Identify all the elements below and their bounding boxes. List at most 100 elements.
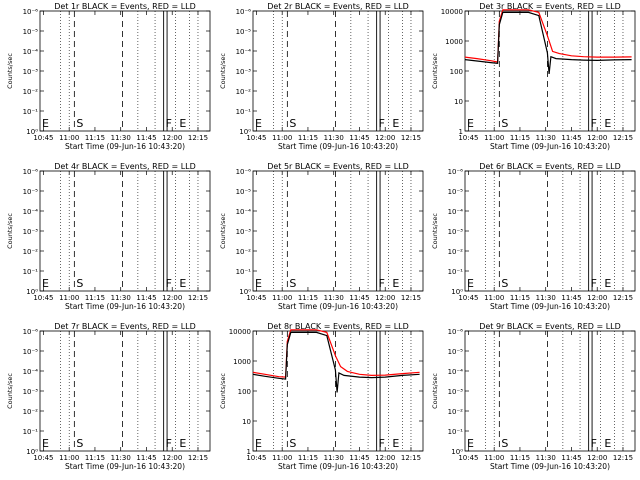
y-tick-label: 1 <box>459 128 463 136</box>
x-tick-label: 11:00 <box>272 454 292 462</box>
event-marker: S <box>289 437 296 450</box>
event-marker: F <box>379 117 385 130</box>
x-tick-label: 12:15 <box>188 134 208 142</box>
x-tick-label: 11:15 <box>510 134 530 142</box>
event-marker: E <box>392 277 399 290</box>
x-tick-label: 11:15 <box>85 294 105 302</box>
x-tick-label: 11:00 <box>272 134 292 142</box>
y-tick-label: 10⁻⁴ <box>23 368 39 376</box>
detector-panel: Det 6r BLACK = Events, RED = LLD 10⁰ 10⁻¹ 1… <box>431 162 636 311</box>
x-tick-label: 11:30 <box>536 454 556 462</box>
event-marker: S <box>501 277 508 290</box>
x-tick-label: 12:00 <box>375 294 395 302</box>
x-tick-label: 12:15 <box>401 294 421 302</box>
x-tick-label: 11:15 <box>85 454 105 462</box>
x-tick-label: 10:45 <box>246 294 266 302</box>
x-tick-label: 10:45 <box>33 454 53 462</box>
event-marker: E <box>255 437 262 450</box>
x-tick-label: 11:30 <box>111 454 131 462</box>
x-tick-label: 10:45 <box>458 294 478 302</box>
y-tick-label: 100 <box>450 68 463 76</box>
x-tick-label: 12:00 <box>162 134 182 142</box>
x-tick-label: 11:15 <box>298 294 318 302</box>
y-tick-label: 10⁻² <box>23 248 39 256</box>
x-tick-label: 12:00 <box>587 134 607 142</box>
plot-frame <box>252 10 424 132</box>
y-axis-label: Counts/sec <box>431 373 439 409</box>
event-marker: S <box>289 117 296 130</box>
y-tick-label: 10⁻⁶ <box>236 8 252 16</box>
x-tick-label: 11:15 <box>298 134 318 142</box>
event-marker: E <box>179 117 186 130</box>
x-tick-label: 11:15 <box>510 454 530 462</box>
y-tick-label: 10 <box>454 98 463 106</box>
event-marker: E <box>604 117 611 130</box>
y-tick-label: 10⁻⁶ <box>448 168 464 176</box>
plot-frame <box>39 330 211 452</box>
y-tick-label: 10⁰ <box>451 288 463 296</box>
y-tick-label: 10⁰ <box>239 288 251 296</box>
x-tick-label: 12:15 <box>188 454 208 462</box>
y-axis-label: Counts/sec <box>219 373 227 409</box>
x-tick-label: 11:00 <box>59 294 79 302</box>
x-tick-label: 10:45 <box>246 454 266 462</box>
x-axis-label: Start Time (09-Jun-16 10:43:20) <box>65 462 185 471</box>
x-tick-label: 11:30 <box>324 454 344 462</box>
panel-title: Det 7r BLACK = Events, RED = LLD <box>54 322 196 331</box>
event-marker: F <box>379 437 385 450</box>
x-tick-label: 11:15 <box>510 294 530 302</box>
x-tick-label: 11:45 <box>561 134 581 142</box>
event-marker: F <box>166 117 172 130</box>
y-tick-label: 10⁰ <box>451 448 463 456</box>
event-marker: E <box>179 437 186 450</box>
y-tick-label: 10⁻⁴ <box>23 208 39 216</box>
y-tick-label: 10⁰ <box>239 128 251 136</box>
x-tick-label: 12:15 <box>613 134 633 142</box>
y-tick-label: 10 <box>242 418 251 426</box>
event-marker: S <box>76 437 83 450</box>
y-tick-label: 10⁻³ <box>236 228 252 236</box>
x-tick-label: 11:15 <box>85 134 105 142</box>
x-tick-label: 11:30 <box>536 294 556 302</box>
y-tick-label: 10⁻¹ <box>236 108 252 116</box>
x-tick-label: 11:00 <box>59 454 79 462</box>
panel-title: Det 9r BLACK = Events, RED = LLD <box>479 322 621 331</box>
y-tick-label: 10⁻¹ <box>448 428 464 436</box>
y-axis-label: Counts/sec <box>219 53 227 89</box>
y-tick-label: 10⁻⁵ <box>23 348 39 356</box>
y-tick-label: 10⁻² <box>23 88 39 96</box>
y-tick-label: 10⁻⁴ <box>236 208 252 216</box>
lld-series <box>252 329 420 378</box>
panel-title: Det 1r BLACK = Events, RED = LLD <box>54 2 196 11</box>
x-axis-label: Start Time (09-Jun-16 10:43:20) <box>65 142 185 151</box>
y-tick-label: 10⁻³ <box>23 388 39 396</box>
y-tick-label: 10⁻¹ <box>236 268 252 276</box>
detector-panel: Det 7r BLACK = Events, RED = LLD 10⁰ 10⁻¹ 1… <box>6 322 211 471</box>
detector-panel: Det 3r BLACK = Events, RED = LLD 1 10 100 10… <box>431 2 636 151</box>
panel-title: Det 8r BLACK = Events, RED = LLD <box>267 322 409 331</box>
x-tick-label: 12:15 <box>188 294 208 302</box>
y-tick-label: 10⁻⁶ <box>236 168 252 176</box>
plot-frame <box>39 10 211 132</box>
x-axis-label: Start Time (09-Jun-16 10:43:20) <box>490 302 610 311</box>
event-marker: E <box>467 117 474 130</box>
y-tick-label: 10⁻³ <box>448 228 464 236</box>
x-tick-label: 11:45 <box>561 294 581 302</box>
event-marker: F <box>379 277 385 290</box>
x-tick-label: 11:00 <box>484 454 504 462</box>
y-tick-label: 10⁻² <box>236 88 252 96</box>
x-tick-label: 10:45 <box>33 294 53 302</box>
y-axis-label: Counts/sec <box>6 213 14 249</box>
x-tick-label: 10:45 <box>458 454 478 462</box>
y-tick-label: 10⁻³ <box>236 68 252 76</box>
y-tick-label: 10⁻¹ <box>23 428 39 436</box>
y-tick-label: 10⁻⁴ <box>236 48 252 56</box>
y-tick-label: 1000 <box>233 358 251 366</box>
event-marker: E <box>467 277 474 290</box>
event-marker: S <box>76 117 83 130</box>
x-tick-label: 12:00 <box>375 134 395 142</box>
detector-panel: Det 5r BLACK = Events, RED = LLD 10⁰ 10⁻¹ 1… <box>219 162 424 311</box>
panel-title: Det 5r BLACK = Events, RED = LLD <box>267 162 409 171</box>
x-tick-label: 11:30 <box>324 294 344 302</box>
x-tick-label: 11:00 <box>484 294 504 302</box>
